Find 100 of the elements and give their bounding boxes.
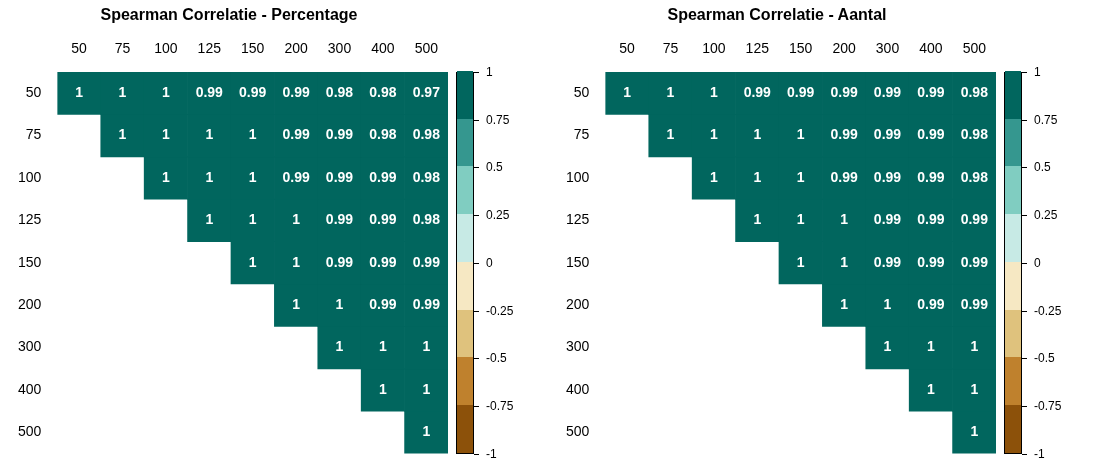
color-bar-label: -1	[1034, 446, 1045, 461]
chart-title: Spearman Correlatie - Percentage	[100, 6, 358, 24]
data-label: 1	[292, 296, 301, 313]
y-tick-label: 125	[566, 211, 590, 228]
x-tick-label: 200	[284, 40, 308, 57]
data-label: 1	[970, 380, 979, 397]
data-label: 0.99	[282, 168, 310, 185]
data-label: 0.99	[412, 253, 441, 270]
data-label: 1	[292, 211, 301, 228]
data-label: 0.99	[960, 211, 989, 228]
data-label: 1	[248, 126, 257, 143]
x-tick-label: 150	[789, 40, 813, 57]
data-label: 1	[840, 253, 849, 270]
data-label: 0.99	[282, 126, 310, 143]
x-tick-label: 400	[371, 40, 395, 57]
data-label: 1	[970, 423, 979, 440]
data-label: 0.98	[960, 126, 989, 143]
data-label: 0.99	[195, 84, 224, 101]
x-tick-label: 100	[702, 40, 726, 57]
data-label: 0.99	[873, 253, 902, 270]
x-tick-label: 50	[619, 40, 636, 57]
color-bar-label: -0.5	[1034, 351, 1055, 366]
data-label: 1	[796, 211, 805, 228]
data-label: 0.99	[917, 126, 945, 143]
y-tick-label: 150	[566, 253, 590, 270]
x-tick-label: 300	[875, 40, 900, 57]
data-label: 1	[161, 84, 170, 101]
data-label: 0.99	[282, 84, 310, 101]
data-label: 0.99	[830, 168, 858, 185]
data-label: 0.99	[369, 296, 397, 313]
data-label: 1	[926, 380, 935, 397]
data-label: 1	[709, 84, 718, 101]
data-label: 0.99	[830, 126, 858, 143]
data-label: 0.98	[960, 84, 989, 101]
data-label: 1	[422, 423, 431, 440]
chart-title: Spearman Correlatie - Aantal	[667, 6, 887, 24]
x-tick-label: 400	[919, 40, 943, 57]
data-label: 0.99	[917, 211, 945, 228]
color-bar-label: 1	[486, 65, 493, 79]
data-label: 1	[378, 380, 387, 397]
data-label: 1	[666, 126, 675, 143]
x-tick-label: 125	[197, 40, 222, 57]
data-label: 1	[753, 211, 762, 228]
data-label: 0.99	[369, 253, 397, 270]
color-bar-label: 0.75	[486, 112, 510, 127]
data-label: 0.99	[239, 84, 267, 101]
data-label: 0.99	[917, 296, 945, 313]
data-label: 1	[292, 253, 301, 270]
color-bar-label: 0	[1034, 255, 1041, 270]
data-label: 1	[753, 168, 762, 185]
data-label: 1	[796, 126, 805, 143]
data-label: 1	[753, 126, 762, 143]
data-label: 1	[422, 338, 431, 355]
color-bar-label: 0.5	[1034, 160, 1051, 175]
data-label: 0.99	[873, 126, 902, 143]
data-label: 0.99	[917, 168, 945, 185]
y-tick-label: 125	[18, 211, 42, 228]
y-tick-label: 400	[566, 380, 590, 397]
y-tick-label: 400	[18, 380, 42, 397]
data-label: 1	[709, 168, 718, 185]
x-tick-label: 75	[114, 40, 131, 57]
data-label: 0.98	[369, 126, 397, 143]
data-label: 1	[248, 253, 257, 270]
data-label: 0.99	[325, 126, 354, 143]
color-bar-label: -0.5	[486, 351, 507, 366]
data-label: 1	[205, 211, 214, 228]
data-label: 0.98	[325, 84, 354, 101]
data-label: 0.99	[917, 84, 945, 101]
x-tick-label: 125	[745, 40, 770, 57]
color-bar-label: 0.5	[486, 160, 503, 175]
data-label: 0.98	[369, 84, 397, 101]
data-label: 0.99	[325, 211, 354, 228]
data-label: 1	[709, 126, 718, 143]
y-tick-label: 500	[18, 423, 42, 440]
data-label: 0.99	[960, 253, 989, 270]
data-label: 1	[248, 168, 257, 185]
x-tick-label: 200	[832, 40, 856, 57]
data-label: 0.99	[830, 84, 858, 101]
data-label: 1	[118, 84, 127, 101]
color-bar-label: -0.25	[486, 303, 514, 318]
data-label: 0.99	[325, 253, 354, 270]
data-label: 1	[796, 168, 805, 185]
color-bar-label: 0.25	[486, 208, 510, 223]
color-bar-label: -1	[486, 446, 497, 461]
x-tick-label: 100	[154, 40, 178, 57]
x-tick-label: 500	[962, 40, 987, 57]
y-tick-label: 50	[573, 84, 590, 101]
data-label: 0.99	[873, 211, 902, 228]
data-label: 1	[666, 84, 675, 101]
y-tick-label: 75	[573, 126, 590, 143]
data-label: 1	[118, 126, 127, 143]
data-label: 0.99	[412, 296, 441, 313]
data-label: 0.99	[873, 168, 902, 185]
y-tick-label: 100	[566, 168, 590, 185]
data-label: 1	[248, 211, 257, 228]
color-bar-label: -0.75	[486, 398, 514, 413]
data-label: 0.99	[960, 296, 989, 313]
y-tick-label: 200	[566, 296, 590, 313]
data-label: 0.99	[873, 84, 902, 101]
data-label: 0.98	[960, 168, 989, 185]
